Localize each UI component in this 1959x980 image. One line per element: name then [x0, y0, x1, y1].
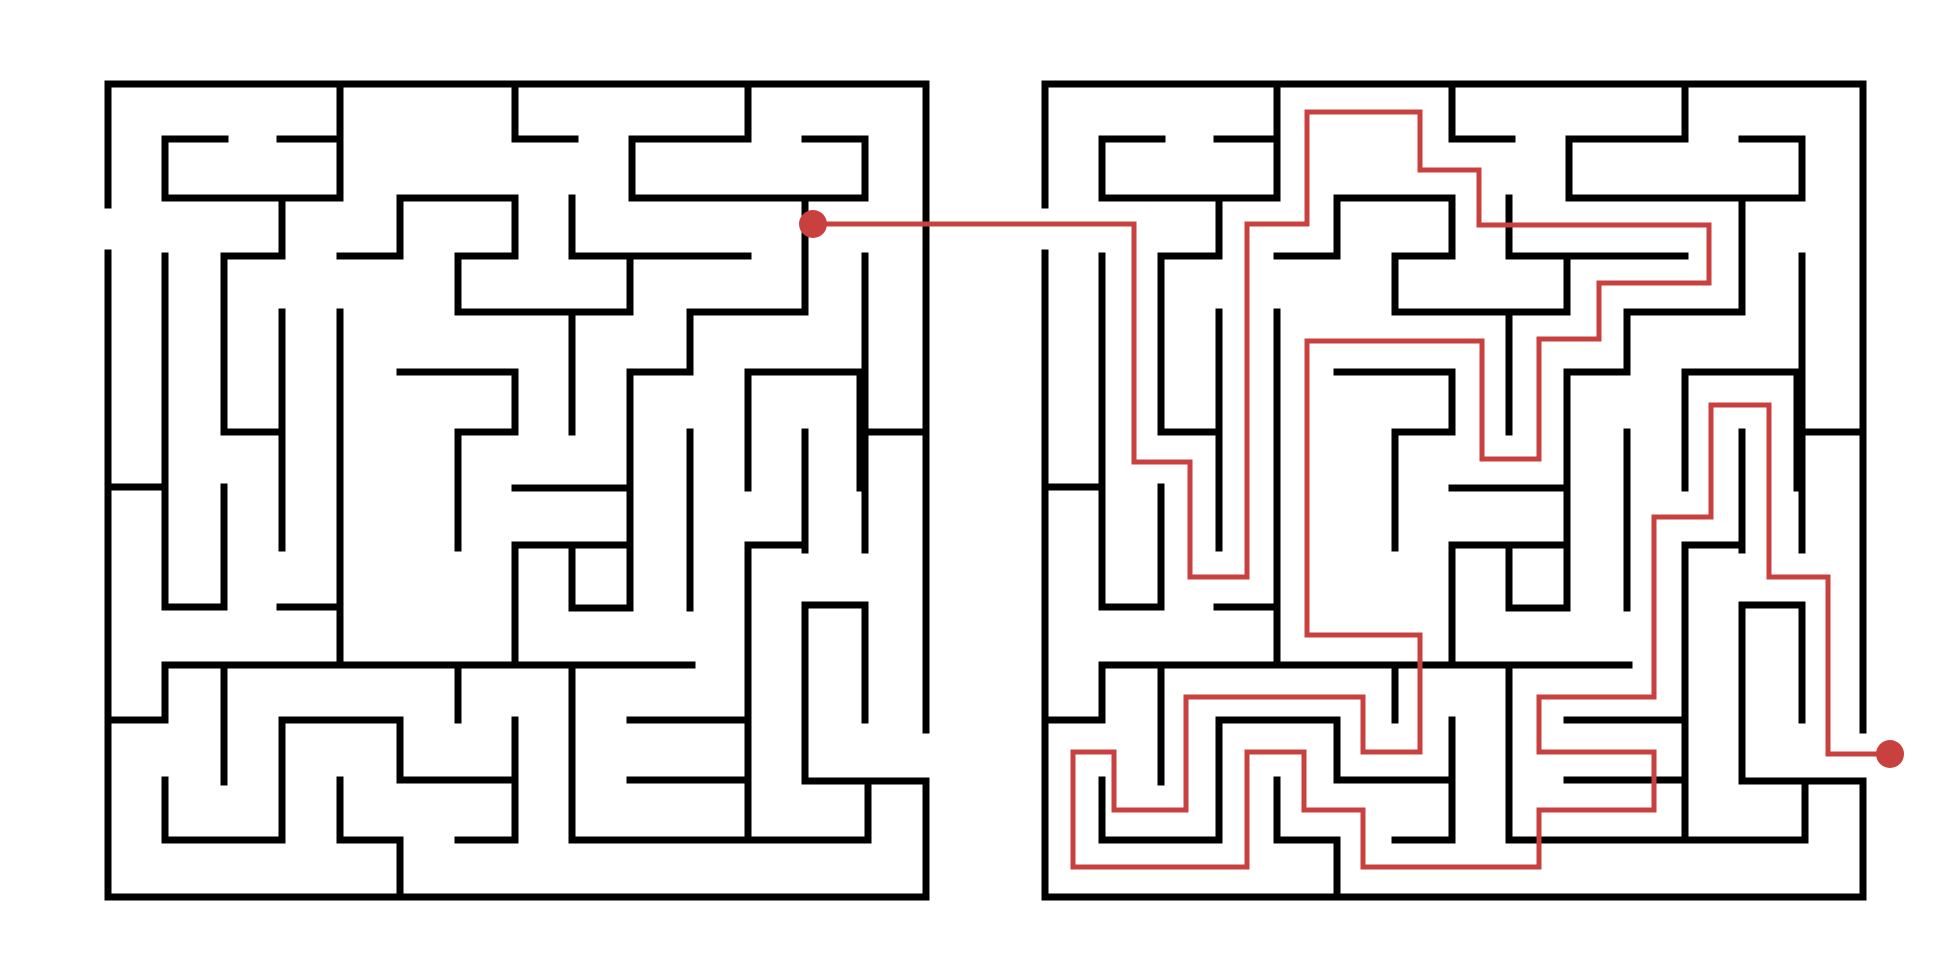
end-dot [1876, 740, 1904, 768]
solution-path [813, 109, 1890, 870]
solved-maze [799, 84, 1904, 897]
unsolved-maze [108, 84, 926, 897]
start-dot [799, 210, 827, 238]
maze-walls [108, 84, 926, 897]
maze-walls [1045, 84, 1863, 897]
